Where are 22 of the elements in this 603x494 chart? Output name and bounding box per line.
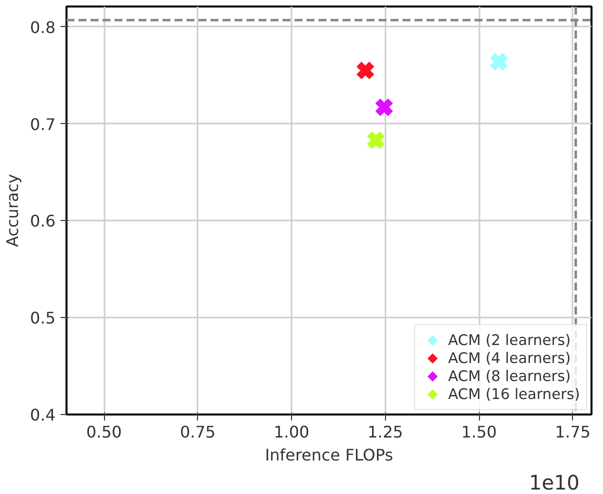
- x-tick-label: 0.50: [86, 422, 122, 442]
- y-axis-title: Accuracy: [3, 174, 22, 248]
- x-tick-label: 1.00: [274, 422, 310, 442]
- x-tick-label: 1.25: [367, 422, 404, 442]
- legend-label: ACM (2 learners): [448, 332, 571, 348]
- y-tick-label: 0.5: [30, 308, 56, 328]
- y-tick-label: 0.7: [30, 114, 56, 134]
- point: [489, 52, 509, 72]
- legend-label: ACM (8 learners): [448, 368, 571, 384]
- legend-label: ACM (4 learners): [448, 350, 571, 366]
- x-tick-label: 0.75: [180, 422, 216, 442]
- x-tick-label: 1.50: [461, 422, 497, 442]
- legend-label: ACM (16 learners): [448, 386, 580, 402]
- point: [366, 130, 386, 150]
- x-axis-title: Inference FLOPs: [264, 446, 394, 464]
- point: [356, 60, 376, 80]
- y-tick-label: 0.4: [30, 406, 56, 424]
- point: [374, 97, 394, 118]
- text: 1e10: [529, 470, 580, 494]
- y-tick-label: 0.6: [30, 212, 56, 231]
- y-tick-label: 0.8: [30, 18, 56, 37]
- x-tick-label: 1.75: [554, 422, 591, 442]
